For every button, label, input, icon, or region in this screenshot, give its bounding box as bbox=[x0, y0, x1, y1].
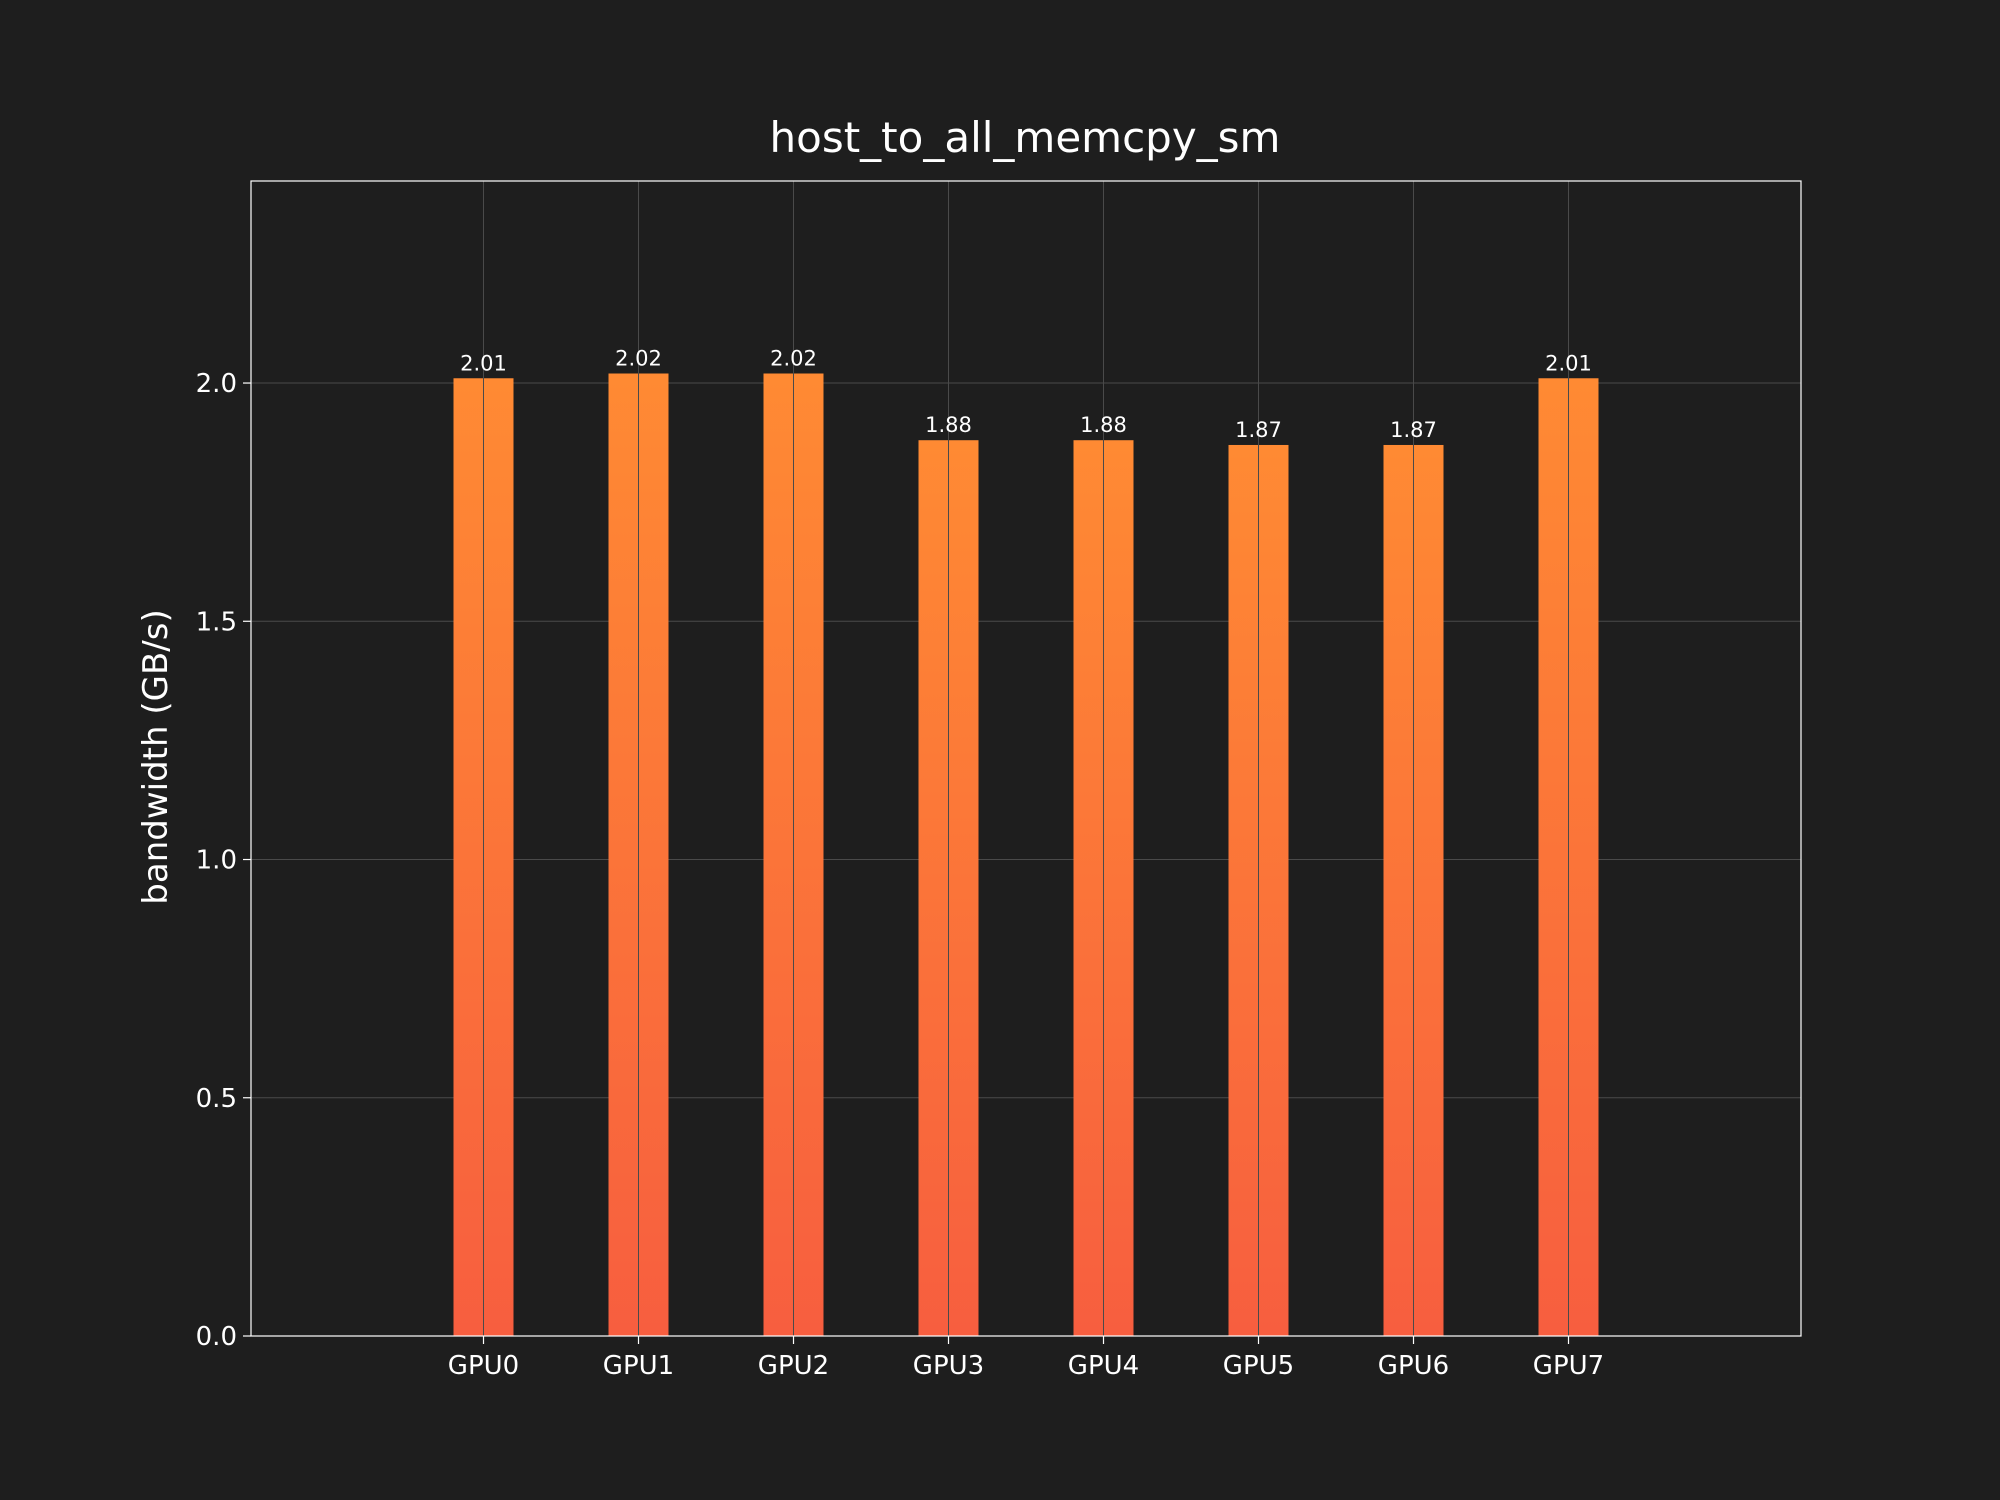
x-tick-label: GPU4 bbox=[1068, 1351, 1139, 1381]
value-labels: 2.01 2.02 2.02 1.88 1.88 1.87 1.87 2.01 bbox=[460, 347, 1592, 442]
vertical-grid bbox=[483, 181, 1569, 1336]
x-axis-ticks: GPU0 GPU1 GPU2 GPU3 GPU4 GPU5 GPU6 GPU7 bbox=[448, 1336, 1604, 1381]
x-tick-label: GPU0 bbox=[448, 1351, 519, 1381]
y-tick-label: 1.0 bbox=[196, 846, 237, 876]
x-tick-label: GPU6 bbox=[1378, 1351, 1449, 1381]
y-tick-label: 0.5 bbox=[196, 1084, 237, 1114]
bar-value-label: 1.88 bbox=[925, 413, 972, 437]
bar-value-label: 1.88 bbox=[1080, 413, 1127, 437]
y-tick-label: 0.0 bbox=[196, 1322, 237, 1352]
x-tick-label: GPU2 bbox=[758, 1351, 829, 1381]
y-tick-label: 1.5 bbox=[196, 607, 237, 637]
x-tick-label: GPU5 bbox=[1223, 1351, 1294, 1381]
bar-value-label: 2.02 bbox=[770, 347, 817, 371]
y-tick-label: 2.0 bbox=[196, 369, 237, 399]
y-axis-ticks: 0.0 0.5 1.0 1.5 2.0 bbox=[196, 369, 251, 1352]
x-tick-label: GPU1 bbox=[603, 1351, 674, 1381]
bar-value-label: 2.02 bbox=[615, 347, 662, 371]
x-tick-label: GPU7 bbox=[1533, 1351, 1604, 1381]
plot-frame bbox=[250, 180, 1802, 1337]
x-tick-label: GPU3 bbox=[913, 1351, 984, 1381]
bar-value-label: 1.87 bbox=[1390, 418, 1437, 442]
y-axis-label: bandwidth (GB/s) bbox=[136, 609, 176, 904]
chart-title: host_to_all_memcpy_sm bbox=[770, 113, 1281, 162]
bar-value-label: 2.01 bbox=[1545, 351, 1592, 375]
bar-value-label: 2.01 bbox=[460, 351, 507, 375]
bar-value-label: 1.87 bbox=[1235, 418, 1282, 442]
bars bbox=[453, 373, 1599, 1337]
